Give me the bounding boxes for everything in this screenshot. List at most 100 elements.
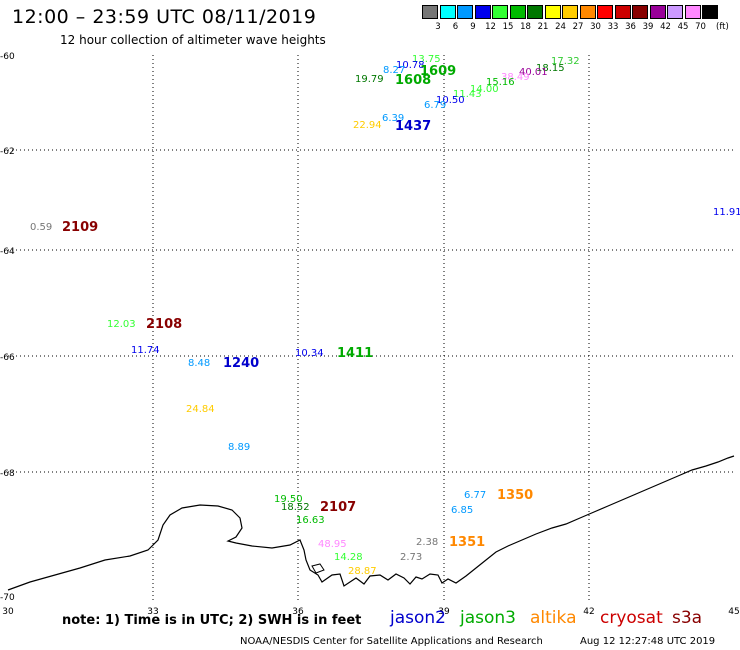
colorbar-swatch	[632, 5, 648, 19]
wave-height-reading: 28.87	[348, 566, 377, 577]
colorbar-swatch	[702, 5, 718, 19]
wave-height-reading: 6.85	[451, 505, 473, 516]
wave-height-reading: 22.94	[353, 120, 382, 131]
wave-height-reading: 40.01	[519, 67, 548, 78]
colorbar-label: 39	[642, 22, 654, 32]
latitude-label: -64	[0, 247, 15, 257]
wave-height-reading: 11.43	[453, 89, 482, 100]
wave-height-reading: 14.00	[470, 84, 499, 95]
wave-height-reading: 8.48	[188, 358, 210, 369]
wave-height-reading: 24.84	[186, 404, 215, 415]
wave-height-reading: 14.28	[334, 552, 363, 563]
legend-entry: jason3	[460, 608, 516, 628]
pass-time-label: 1411	[337, 346, 373, 361]
pass-time-label: 1437	[395, 119, 431, 134]
colorbar-swatch	[562, 5, 578, 19]
colorbar-swatch	[527, 5, 543, 19]
wave-height-reading: 8.27	[383, 65, 405, 76]
wave-height-reading: 6.77	[464, 490, 486, 501]
colorbar-label: 36	[625, 22, 636, 32]
wave-height-reading: 19.50	[274, 494, 303, 505]
wave-height-reading: 15.16	[486, 77, 515, 88]
coastline	[7, 455, 735, 591]
longitude-label: 39	[438, 607, 450, 617]
pass-time-label: 2109	[62, 220, 98, 235]
wave-height-reading: 48.95	[318, 539, 347, 550]
longitude-label: 42	[583, 607, 594, 617]
pass-time-label: 1609	[420, 64, 456, 79]
wave-height-reading: 11.91	[713, 207, 740, 218]
colorbar-label: 70	[695, 22, 706, 32]
colorbar-swatch	[614, 5, 631, 19]
wave-height-reading: 18.15	[536, 63, 565, 74]
wave-height-reading: 11.74	[131, 345, 160, 356]
legend-entry: altika	[530, 608, 577, 628]
longitude-label: 33	[147, 607, 158, 617]
colorbar-swatch	[579, 5, 596, 19]
colorbar-swatch	[544, 5, 561, 19]
page-subtitle: 12 hour collection of altimeter wave hei…	[60, 33, 326, 47]
wave-height-reading: 19.79	[355, 74, 384, 85]
colorbar-label: 42	[660, 22, 671, 32]
colorbar-swatch	[509, 5, 526, 19]
colorbar-swatch	[457, 5, 473, 19]
wave-height-reading: 2.38	[416, 537, 438, 548]
longitude-label: 45	[728, 607, 739, 617]
wave-height-reading: 6.39	[382, 113, 404, 124]
island-outline	[311, 563, 325, 574]
wave-height-reading: 8.89	[228, 442, 250, 453]
wave-height-reading: 18.52	[281, 502, 310, 513]
colorbar-swatch	[439, 5, 456, 19]
wave-height-reading: 10.50	[436, 95, 465, 106]
wave-height-reading: 6.79	[424, 100, 446, 111]
colorbar-label: 33	[607, 22, 619, 32]
footer-timestamp: Aug 12 12:27:48 UTC 2019	[580, 636, 716, 647]
colorbar-unit: (ft)	[716, 22, 729, 32]
pass-time-label: 2108	[146, 317, 182, 332]
wave-height-reading: 10.78	[396, 60, 425, 71]
colorbar-swatch	[422, 5, 438, 19]
colorbar-swatch	[492, 5, 508, 19]
wave-height-reading: 17.32	[551, 56, 580, 67]
footer-credit: NOAA/NESDIS Center for Satellite Applica…	[240, 636, 543, 647]
wave-height-reading: 12.03	[107, 319, 136, 330]
colorbar-label: 24	[555, 22, 566, 32]
colorbar-swatch	[649, 5, 666, 19]
colorbar-label: 45	[677, 22, 689, 32]
wave-height-reading: 2.73	[400, 552, 422, 563]
latitude-label: -60	[0, 52, 15, 62]
wave-height-reading: 0.59	[30, 222, 52, 233]
page-title: 12:00 – 23:59 UTC 08/11/2019	[12, 6, 317, 28]
latitude-label: -66	[0, 353, 15, 363]
colorbar-swatch	[667, 5, 683, 19]
colorbar-swatch	[597, 5, 613, 19]
pass-time-label: 1240	[223, 356, 259, 371]
legend-entry: jason2	[390, 608, 446, 628]
wave-height-reading: 13.75	[412, 54, 441, 65]
wave-height-reading: 10.34	[295, 348, 324, 359]
colorbar-label: 27	[572, 22, 584, 32]
colorbar-label: 21	[537, 22, 549, 32]
units-note: note: 1) Time is in UTC; 2) SWH is in fe…	[62, 613, 362, 628]
pass-time-label: 1608	[395, 73, 431, 88]
wave-height-reading: 38.49	[501, 72, 530, 83]
colorbar-swatch	[474, 5, 491, 19]
pass-time-label: 1350	[497, 488, 533, 503]
pass-time-label: 2107	[320, 500, 356, 515]
colorbar-label: 30	[590, 22, 601, 32]
colorbar-label: 9	[470, 22, 476, 32]
latitude-label: -70	[0, 593, 15, 603]
colorbar-label: 18	[520, 22, 531, 32]
map-frame	[7, 47, 735, 601]
colorbar-label: 15	[502, 22, 514, 32]
colorbar-swatch	[684, 5, 701, 19]
legend-entry: cryosat	[600, 608, 663, 628]
pass-time-label: 1351	[449, 535, 485, 550]
longitude-label: 36	[292, 607, 304, 617]
colorbar-label: 3	[435, 22, 441, 32]
latitude-label: -62	[0, 147, 15, 157]
colorbar-label: 6	[452, 22, 459, 32]
longitude-label: 30	[2, 607, 14, 617]
latitude-label: -68	[0, 469, 15, 479]
